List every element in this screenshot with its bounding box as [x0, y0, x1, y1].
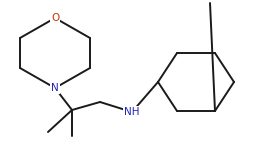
Text: N: N: [51, 83, 59, 93]
Text: O: O: [51, 13, 59, 23]
Text: NH: NH: [124, 107, 140, 117]
